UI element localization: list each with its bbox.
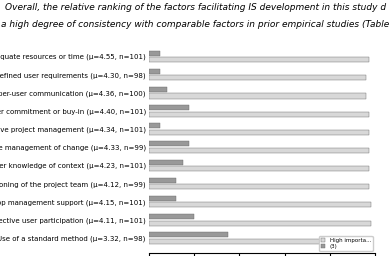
Bar (149, 148, 369, 153)
Text: a high degree of consistency with comparable factors in prior empirical studies : a high degree of consistency with compar… (2, 20, 389, 29)
Bar (149, 123, 160, 128)
Bar (149, 221, 371, 226)
Bar (149, 232, 228, 237)
Bar (149, 112, 369, 117)
Bar (149, 166, 369, 171)
Legend: High importa..., (3): High importa..., (3) (319, 236, 373, 251)
Bar (149, 141, 189, 146)
Bar (149, 214, 194, 219)
Bar (149, 130, 369, 135)
Bar (149, 184, 369, 189)
Bar (149, 178, 176, 183)
Bar (149, 87, 167, 92)
Bar (149, 57, 369, 62)
Bar (149, 105, 189, 110)
Bar (149, 239, 330, 244)
Bar (149, 196, 176, 201)
Bar (149, 51, 160, 56)
Bar (149, 93, 366, 99)
Bar (149, 69, 160, 74)
Bar (149, 159, 183, 165)
Text: Overall, the relative ranking of the factors facilitating IS development in this: Overall, the relative ranking of the fac… (5, 3, 386, 12)
Bar (149, 202, 371, 207)
Bar (149, 75, 366, 80)
